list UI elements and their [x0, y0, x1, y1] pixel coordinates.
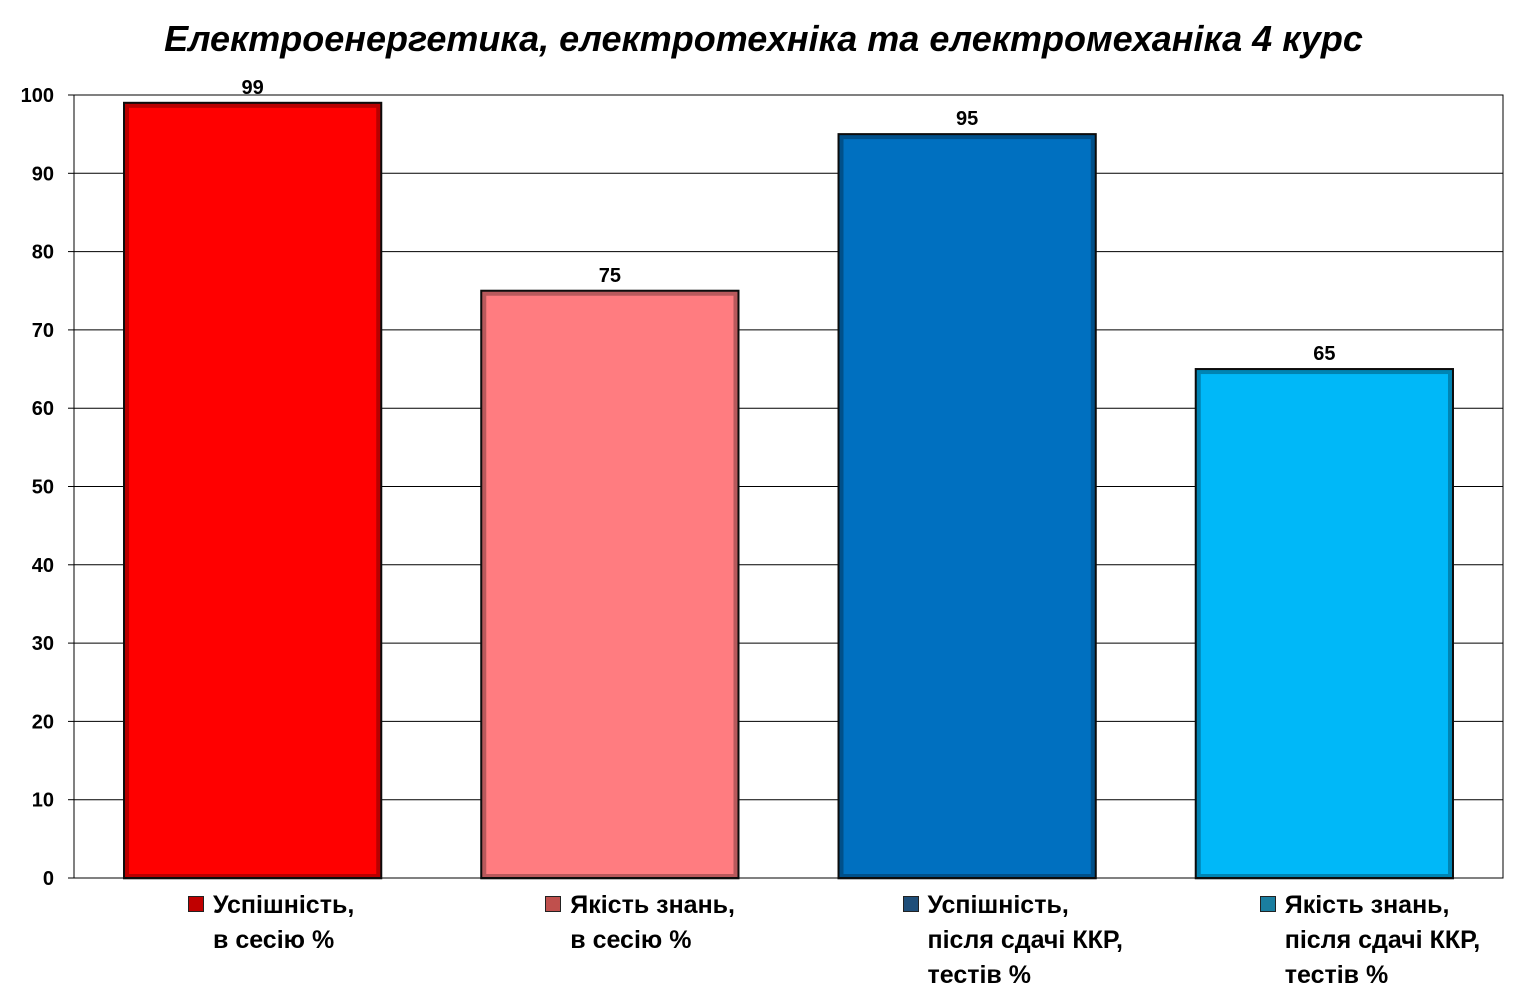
chart-title: Електроенергетика, електротехніка та еле…	[164, 18, 1363, 59]
y-tick-label: 0	[43, 868, 54, 890]
legend-swatch	[188, 896, 204, 912]
y-tick-label: 40	[32, 555, 54, 577]
legend-label: Якість знань, в сесію %	[570, 891, 735, 954]
data-label: 99	[242, 77, 264, 99]
legend-label: Якість знань, після сдачі ККР, тестів %	[1284, 891, 1481, 989]
legend-swatch	[545, 896, 562, 912]
bar	[480, 289, 740, 879]
legend-item: Якість знань, після сдачі ККР, тестів %	[1259, 888, 1481, 993]
bar	[837, 133, 1097, 879]
y-tick-label: 80	[32, 242, 54, 264]
legend-item: Якість знань, в сесію %	[545, 888, 735, 958]
bar	[1194, 368, 1454, 879]
y-tick-label: 10	[32, 790, 54, 812]
y-tick-label: 30	[32, 633, 54, 655]
data-label: 75	[599, 265, 621, 287]
bar-group	[1194, 368, 1454, 880]
y-tick-label: 90	[32, 163, 54, 185]
bar-group	[123, 101, 383, 880]
legend-swatch	[1259, 896, 1276, 912]
legend-item: Успішність, в сесію %	[188, 888, 354, 958]
bar-bevel	[480, 289, 740, 880]
y-tick-label: 60	[32, 398, 54, 420]
y-tick-label: 100	[21, 85, 54, 107]
legend-label: Успішність, після сдачі ККР, тестів %	[927, 891, 1124, 989]
legend-label: Успішність, в сесію %	[213, 891, 355, 954]
bar-group	[837, 133, 1097, 880]
data-label: 95	[956, 108, 978, 130]
y-tick-label: 70	[32, 320, 54, 342]
bar-bevel	[123, 101, 383, 880]
legend-item: Успішність, після сдачі ККР, тестів %	[902, 888, 1124, 993]
y-tick-label: 50	[32, 477, 54, 499]
y-tick-label: 20	[32, 711, 54, 733]
data-label: 65	[1313, 343, 1335, 365]
bar-bevel	[837, 133, 1097, 880]
bar-bevel	[1194, 368, 1454, 880]
legend-swatch	[902, 896, 919, 912]
bar	[123, 101, 383, 879]
bar-group	[480, 289, 740, 880]
